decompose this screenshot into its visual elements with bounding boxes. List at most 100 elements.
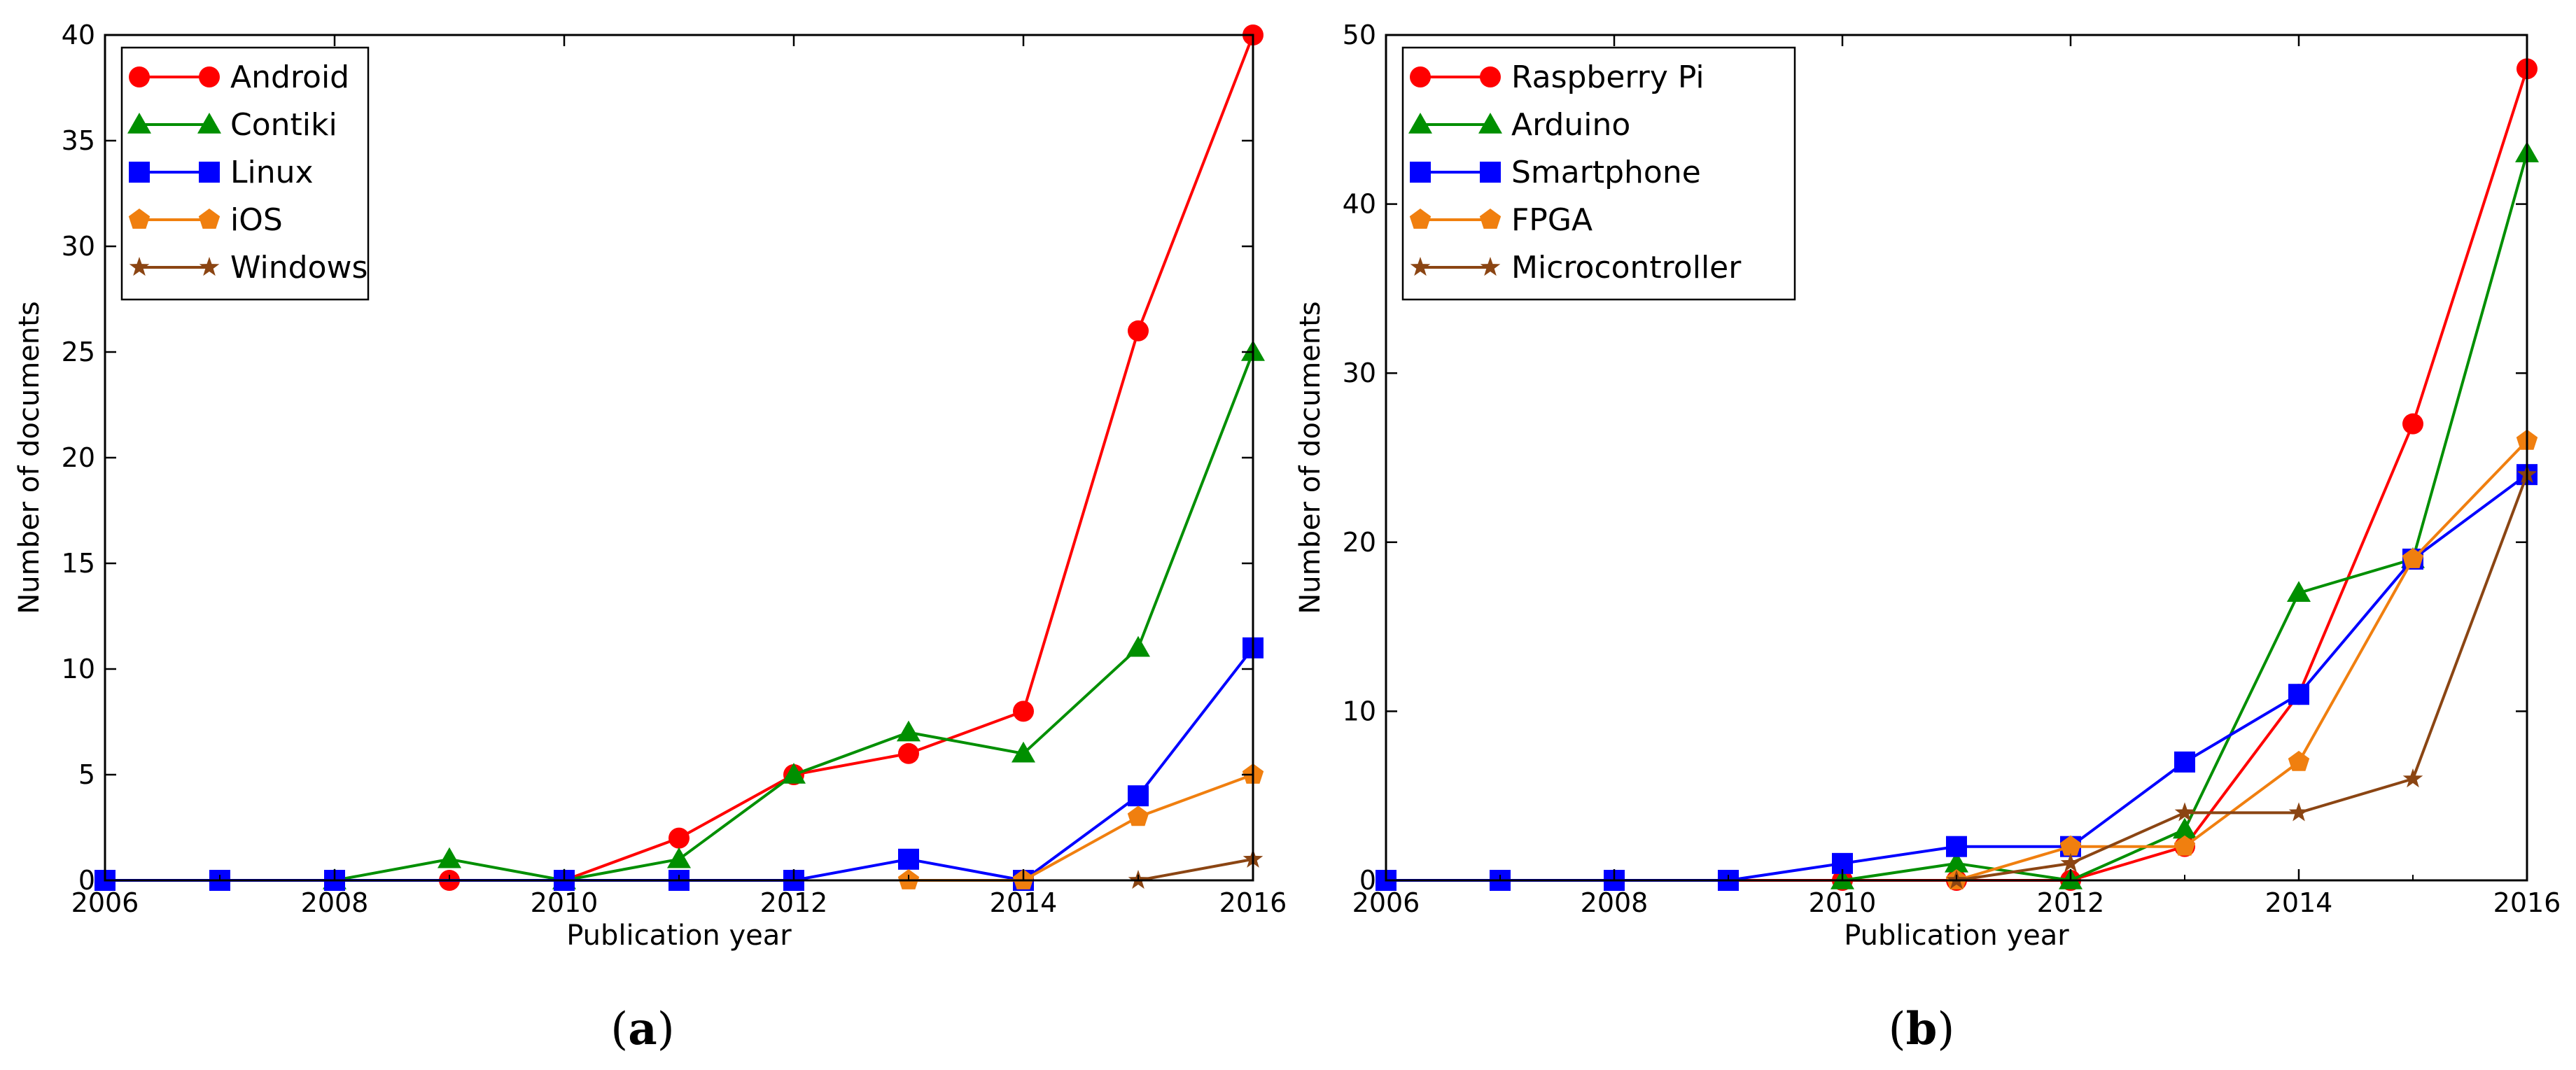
data-point-arduino-2011 (1945, 851, 1968, 873)
data-point-arduino-2014 (2287, 581, 2311, 603)
data-point-ios-2015 (1127, 805, 1149, 826)
legend-label-arduino: Arduino (1511, 107, 1630, 143)
x-tick-label: 2010 (531, 887, 598, 918)
data-point-android-2014 (1013, 701, 1034, 722)
legend-marker-raspberry-pi-end (1480, 66, 1501, 87)
data-point-smartphone-2013 (2174, 751, 2195, 773)
data-point-contiki-2011 (667, 847, 691, 868)
legend-marker-smartphone-end (1480, 162, 1501, 183)
y-axis-label: Number of documents (1294, 301, 1326, 614)
legend-label-contiki: Contiki (230, 107, 337, 143)
y-axis-label: Number of documents (13, 301, 46, 614)
data-point-contiki-2009 (438, 847, 461, 868)
legend-marker-fpga-start (1409, 209, 1432, 229)
chart-a: 2006 2008 2010 2012 2014 2016 0 5 10 15 20 25 30 35 40… (13, 20, 1287, 1055)
data-point-fpga-2014 (2288, 750, 2310, 771)
data-point-raspberry-pi-2015 (2402, 413, 2423, 435)
legend-label-smartphone: Smartphone (1511, 155, 1701, 190)
caption-b: (b) (1889, 1003, 1955, 1055)
legend-marker-smartphone-start (1410, 162, 1431, 183)
legend-marker-android-start (129, 66, 150, 87)
x-tick-label: 2014 (990, 887, 1058, 918)
legend-marker-microcontroller-end (1480, 257, 1501, 276)
legend-marker-arduino-end (1478, 113, 1502, 134)
y-tick-label: 40 (1343, 189, 1376, 220)
y-tick-label: 0 (1359, 865, 1376, 896)
data-point-microcontroller-2015 (2402, 768, 2423, 788)
data-point-microcontroller-2014 (2288, 802, 2309, 822)
legend-marker-contiki-start (127, 113, 151, 134)
x-tick-label: 2016 (2493, 887, 2561, 918)
x-tick-label: 2012 (2037, 887, 2105, 918)
data-point-android-2013 (898, 742, 919, 764)
data-point-arduino-2013 (2173, 817, 2197, 839)
y-tick-label: 35 (62, 125, 95, 156)
legend-marker-windows-start (129, 257, 150, 276)
y-tick-label: 10 (1343, 696, 1376, 726)
x-axis-label: Publication year (566, 920, 792, 952)
series-line-windows (1138, 857, 1254, 882)
legend-label-android: Android (230, 59, 349, 95)
data-point-contiki-2014 (1011, 741, 1035, 763)
legend-label-linux: Linux (230, 155, 314, 190)
x-axis-label: Publication year (1844, 920, 2069, 952)
legend-marker-android-end (199, 66, 220, 87)
y-tick-label: 10 (62, 654, 95, 684)
data-point-contiki-2013 (897, 720, 920, 742)
data-point-linux-2013 (898, 848, 919, 870)
data-point-fpga-2013 (2174, 835, 2196, 856)
caption-letter: a (628, 1003, 657, 1055)
legend-marker-fpga-end (1479, 209, 1502, 229)
plot-area-b (1376, 58, 2539, 891)
legend-marker-ios-end (198, 209, 220, 229)
series-line-fpga (1956, 439, 2528, 882)
data-point-android-2015 (1128, 320, 1149, 342)
y-tick-label: 20 (62, 442, 95, 473)
data-point-android-2011 (668, 827, 690, 849)
legend-marker-windows-end (199, 257, 220, 276)
caption-letter: b (1906, 1003, 1938, 1055)
data-point-fpga-2012 (2059, 835, 2082, 856)
x-tick-label: 2006 (1352, 887, 1420, 918)
legend-marker-ios-start (128, 209, 150, 229)
data-point-fpga-2015 (2402, 548, 2424, 568)
legend-a: Android Contiki Linux iOS Windows (120, 46, 370, 301)
data-point-smartphone-2014 (2288, 684, 2309, 705)
series-line-smartphone (1386, 473, 2528, 882)
y-tick-label: 0 (78, 865, 95, 896)
data-point-smartphone-2011 (1946, 836, 1967, 857)
x-tick-label: 2010 (1809, 887, 1877, 918)
x-tick-label: 2008 (301, 887, 369, 918)
x-tick-label: 2008 (1581, 887, 1648, 918)
legend-label-windows: Windows (230, 250, 368, 286)
series-line-ios (909, 773, 1254, 882)
x-tick-label: 2014 (2265, 887, 2333, 918)
legend-label-ios: iOS (230, 202, 283, 238)
legend-marker-linux-end (199, 162, 220, 183)
data-point-contiki-2015 (1126, 635, 1150, 657)
data-point-linux-2015 (1128, 785, 1149, 807)
y-tick-label: 50 (1343, 20, 1376, 50)
legend-label-fpga: FPGA (1511, 202, 1592, 238)
legend-label-raspberry-pi: Raspberry Pi (1511, 59, 1704, 95)
legend-marker-contiki-end (197, 113, 221, 134)
x-tick-label: 2006 (71, 887, 139, 918)
y-tick-label: 20 (1343, 527, 1376, 558)
chart-b: 2006 2008 2010 2012 2014 2016 0 10 20 30 40 50 Publi… (1294, 20, 2561, 1055)
legend-label-microcontroller: Microcontroller (1511, 250, 1742, 286)
legend-marker-raspberry-pi-start (1410, 66, 1431, 87)
legend-marker-arduino-start (1408, 113, 1432, 134)
y-tick-label: 25 (62, 337, 95, 367)
legend-marker-linux-start (129, 162, 150, 183)
y-tick-label: 30 (62, 231, 95, 262)
y-tick-label: 15 (62, 548, 95, 579)
data-point-microcontroller-2013 (2174, 802, 2195, 822)
x-tick-label: 2016 (1219, 887, 1287, 918)
y-tick-label: 5 (78, 759, 95, 790)
series-line-microcontroller (1956, 474, 2528, 882)
y-tick-label: 30 (1343, 358, 1376, 388)
legend-b: Raspberry Pi Arduino Smartphone FPGA Microco… (1401, 46, 1796, 301)
legend-marker-microcontroller-start (1410, 257, 1431, 276)
x-tick-label: 2012 (760, 887, 828, 918)
